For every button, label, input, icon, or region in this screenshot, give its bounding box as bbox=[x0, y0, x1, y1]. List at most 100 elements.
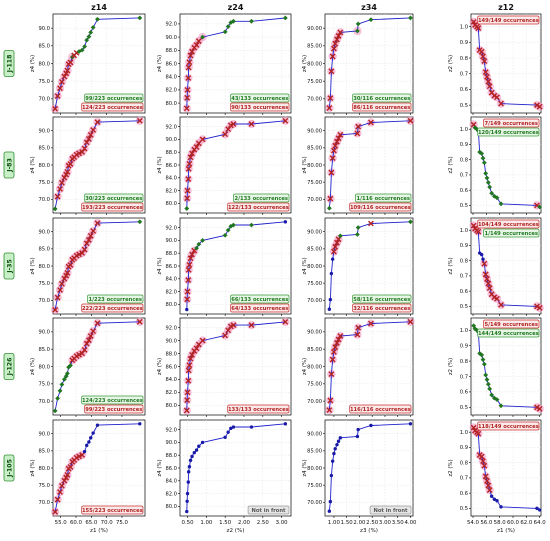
point-red-x bbox=[329, 356, 336, 363]
occurrence-label: 155/223 occurrences bbox=[82, 508, 143, 514]
point-blue-dot bbox=[87, 440, 91, 444]
y-tick-label: 0.5 bbox=[460, 203, 468, 209]
y-tick-label: 80.00 bbox=[307, 466, 322, 472]
y-tick-label: 80.0 bbox=[165, 201, 177, 207]
y-tick-label: 92.0 bbox=[165, 22, 177, 28]
y-tick-label: 85.0 bbox=[38, 449, 50, 455]
point-red-x bbox=[54, 93, 61, 99]
y-tick-label: 75.00 bbox=[307, 79, 322, 85]
point-red-x bbox=[183, 105, 190, 112]
point-blue-dot bbox=[330, 459, 335, 463]
point-red-x bbox=[58, 179, 65, 186]
y-tick-label: 90.00 bbox=[307, 129, 322, 135]
x-axis-label: z1 (%) bbox=[90, 528, 108, 534]
occurrence-label: 58/116 occurrences bbox=[353, 297, 410, 303]
row-label-j-105: J-105 bbox=[3, 454, 15, 482]
point-green-diamond bbox=[225, 227, 231, 233]
y-axis-label: z4 (%) bbox=[157, 459, 163, 476]
panel-j-126-z24: 80.0 82.0 84.0 86.0 88.0 90.0 92.0 z4 (%) 133/13… bbox=[157, 317, 292, 417]
occurrence-label: 32/116 occurrences bbox=[353, 306, 410, 312]
point-red-x bbox=[186, 362, 193, 369]
occurrence-badge-red bbox=[81, 202, 144, 212]
y-tick-label: 84.0 bbox=[165, 75, 177, 81]
x-tick-label: 54.0 bbox=[467, 520, 480, 526]
point-green-diamond bbox=[355, 225, 361, 231]
point-red-x bbox=[480, 458, 486, 465]
panel-j-118-z14: 70.0 75.0 80.0 85.0 90.0 z4 (%) 124/223 occurr… bbox=[30, 13, 146, 115]
point-red-x bbox=[58, 482, 65, 489]
panel-j-83-z12: 0.5 0.6 0.7 0.8 0.9 1.0 z2 (%) 7/149 occurrence… bbox=[448, 116, 543, 215]
y-axis-label: z4 (%) bbox=[157, 358, 163, 375]
x-tick-label: 56.0 bbox=[480, 520, 493, 526]
y-tick-label: 86.0 bbox=[165, 163, 177, 169]
point-red-x bbox=[83, 240, 90, 247]
occurrence-badge-red bbox=[227, 202, 290, 212]
y-axis-label: z2 (%) bbox=[448, 55, 454, 72]
panel-j-105-z24: 0.50 1.00 1.50 2.00 2.50 3.00 80.0 82.0 84.0 86.0… bbox=[157, 419, 292, 534]
panel-j-83-z34: 70.00 75.00 80.00 85.00 90.00 z4 (%) 109/116 o… bbox=[302, 116, 415, 215]
point-blue-dot bbox=[489, 494, 494, 498]
point-red-x bbox=[368, 220, 374, 227]
point-blue-dot bbox=[479, 252, 484, 257]
point-blue-dot bbox=[186, 470, 191, 474]
point-red-x bbox=[184, 389, 191, 396]
point-red-x bbox=[484, 276, 490, 282]
y-tick-label: 0.8 bbox=[460, 56, 468, 62]
occurrence-label: 5/149 occurrences bbox=[484, 322, 538, 328]
y-tick-label: 82.0 bbox=[165, 289, 177, 295]
y-tick-label: 80.00 bbox=[307, 264, 322, 270]
point-green-diamond bbox=[537, 204, 543, 210]
point-red-x bbox=[354, 331, 361, 338]
column-title-z24: z24 bbox=[228, 3, 244, 12]
occurrence-badge-red bbox=[483, 319, 540, 329]
point-blue-dot bbox=[481, 257, 485, 261]
y-tick-label: 0.7 bbox=[460, 173, 468, 179]
occurrence-label: 149/149 occurrences bbox=[478, 18, 539, 24]
point-blue-dot bbox=[188, 458, 193, 463]
occurrence-label: 30/223 occurrences bbox=[85, 196, 142, 202]
point-red-x bbox=[222, 332, 229, 339]
y-tick-label: 90.0 bbox=[165, 338, 177, 344]
panel-j-118-z12: 0.5 0.6 0.7 0.8 0.9 1.0 z2 (%) 149/149 occurren… bbox=[448, 13, 544, 115]
x-tick-label: 55.0 bbox=[55, 520, 68, 526]
point-red-x bbox=[337, 333, 344, 339]
point-red-x bbox=[54, 294, 61, 301]
point-red-x bbox=[327, 397, 334, 404]
point-green-diamond bbox=[137, 219, 143, 225]
point-green-diamond bbox=[498, 403, 504, 409]
point-green-diamond bbox=[485, 180, 491, 185]
point-red-x bbox=[52, 306, 59, 313]
y-tick-label: 80.0 bbox=[165, 403, 177, 409]
point-red-x bbox=[57, 287, 63, 293]
point-red-x bbox=[332, 142, 339, 149]
occurrence-label: 122/133 occurrences bbox=[228, 205, 289, 211]
point-blue-dot bbox=[329, 271, 334, 276]
point-blue-dot bbox=[91, 431, 95, 435]
point-blue-dot bbox=[226, 430, 230, 434]
y-tick-label: 80.0 bbox=[38, 264, 50, 270]
point-red-x bbox=[335, 135, 342, 142]
point-red-x bbox=[87, 131, 94, 138]
occurrence-badge-green bbox=[233, 193, 290, 203]
x-tick-label: 70.0 bbox=[101, 520, 114, 526]
y-tick-label: 0.9 bbox=[460, 142, 468, 148]
point-red-x bbox=[332, 243, 339, 250]
point-red-x bbox=[337, 29, 344, 36]
point-red-x bbox=[185, 377, 192, 384]
point-blue-dot bbox=[192, 450, 196, 455]
y-tick-label: 0.6 bbox=[460, 390, 468, 396]
point-green-diamond bbox=[485, 381, 491, 387]
point-red-x bbox=[87, 232, 94, 239]
y-tick-label: 85.0 bbox=[38, 146, 50, 152]
point-green-diamond bbox=[472, 326, 478, 332]
point-red-x bbox=[199, 136, 206, 143]
point-red-x bbox=[331, 45, 337, 52]
point-red-x bbox=[189, 351, 195, 358]
point-green-diamond bbox=[355, 21, 361, 27]
y-tick-label: 90.0 bbox=[165, 137, 177, 143]
point-green-diamond bbox=[84, 37, 90, 43]
occurrence-badge-gray bbox=[247, 505, 290, 515]
point-blue-dot bbox=[197, 444, 201, 448]
point-red-x bbox=[67, 161, 74, 167]
point-red-x bbox=[85, 136, 92, 142]
